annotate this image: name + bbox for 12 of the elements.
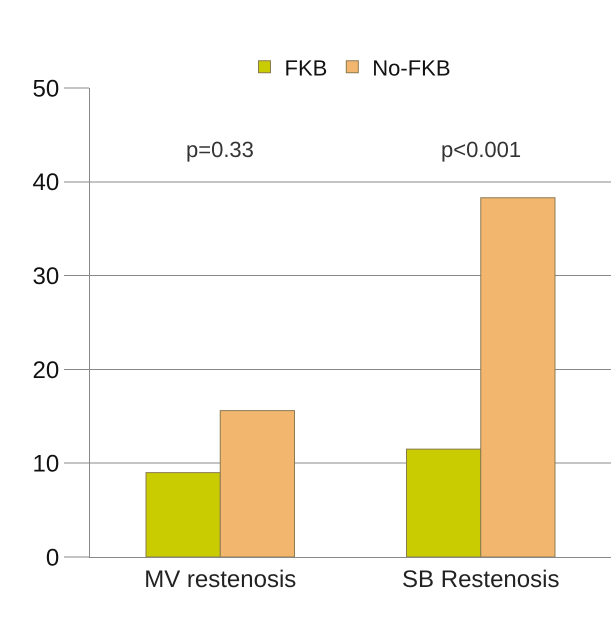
y-tick-label: 50 (32, 75, 60, 102)
y-tick-label: 10 (32, 450, 60, 478)
legend-label: FKB (284, 55, 328, 80)
legend-label: No-FKB (372, 55, 451, 80)
y-tick-label: 20 (32, 356, 60, 384)
x-tick-label: MV restenosis (144, 566, 296, 593)
y-tick-label: 30 (32, 263, 60, 290)
annotation: p<0.001 (441, 137, 522, 162)
x-tick-label: SB Restenosis (402, 566, 560, 593)
y-tick-label: 0 (46, 544, 60, 572)
y-tick-label: 40 (32, 169, 60, 196)
annotation: p=0.33 (186, 137, 254, 162)
